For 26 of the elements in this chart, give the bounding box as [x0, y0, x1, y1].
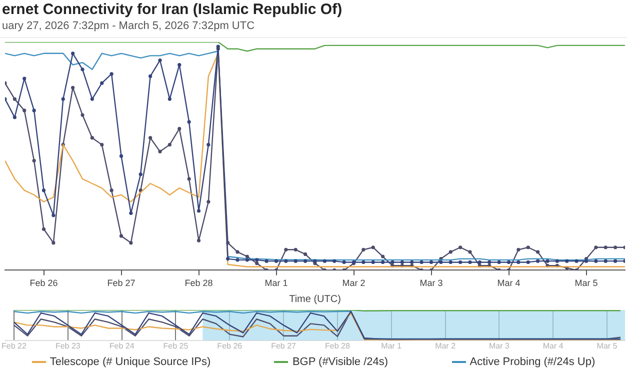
- x-tick-label: Mar 2: [342, 278, 366, 288]
- x-tick-label: Feb 24: [109, 341, 135, 350]
- x-tick-label: Feb 23: [55, 341, 81, 350]
- legend-label: BGP (#Visible /24s): [292, 356, 388, 368]
- x-axis-title: Time (UTC): [289, 294, 341, 305]
- x-tick-label: Mar 2: [435, 341, 456, 350]
- x-tick-label: Mar 4: [497, 278, 520, 288]
- x-tick-label: Feb 25: [163, 341, 189, 350]
- x-tick-label: Mar 1: [264, 278, 288, 288]
- x-tick-label: Feb 28: [184, 278, 213, 288]
- x-tick-label: Mar 5: [574, 278, 598, 288]
- x-tick-label: Feb 26: [217, 341, 243, 350]
- x-tick-label: Mar 4: [542, 341, 564, 350]
- x-tick-label: Mar 3: [420, 278, 443, 288]
- legend-label: Telescope (# Unique Source IPs): [50, 356, 211, 368]
- x-tick-label: Feb 27: [271, 341, 297, 350]
- chart-title: ernet Connectivity for Iran (Islamic Republic Of): [2, 0, 344, 19]
- x-tick-label: Feb 22: [2, 341, 27, 350]
- legend-label: Active Probing (#/24s Up): [470, 356, 596, 368]
- x-tick-label: Feb 26: [30, 278, 58, 288]
- x-tick-label: Mar 1: [381, 341, 402, 350]
- x-tick-label: Feb 28: [325, 341, 350, 350]
- x-tick-label: Feb 27: [107, 278, 136, 288]
- x-tick-label: Mar 3: [488, 341, 510, 350]
- chart-subtitle: uary 27, 2026 7:32pm - March 5, 2026 7:32pm UTC: [2, 19, 256, 33]
- x-tick-label: Mar 5: [596, 341, 618, 350]
